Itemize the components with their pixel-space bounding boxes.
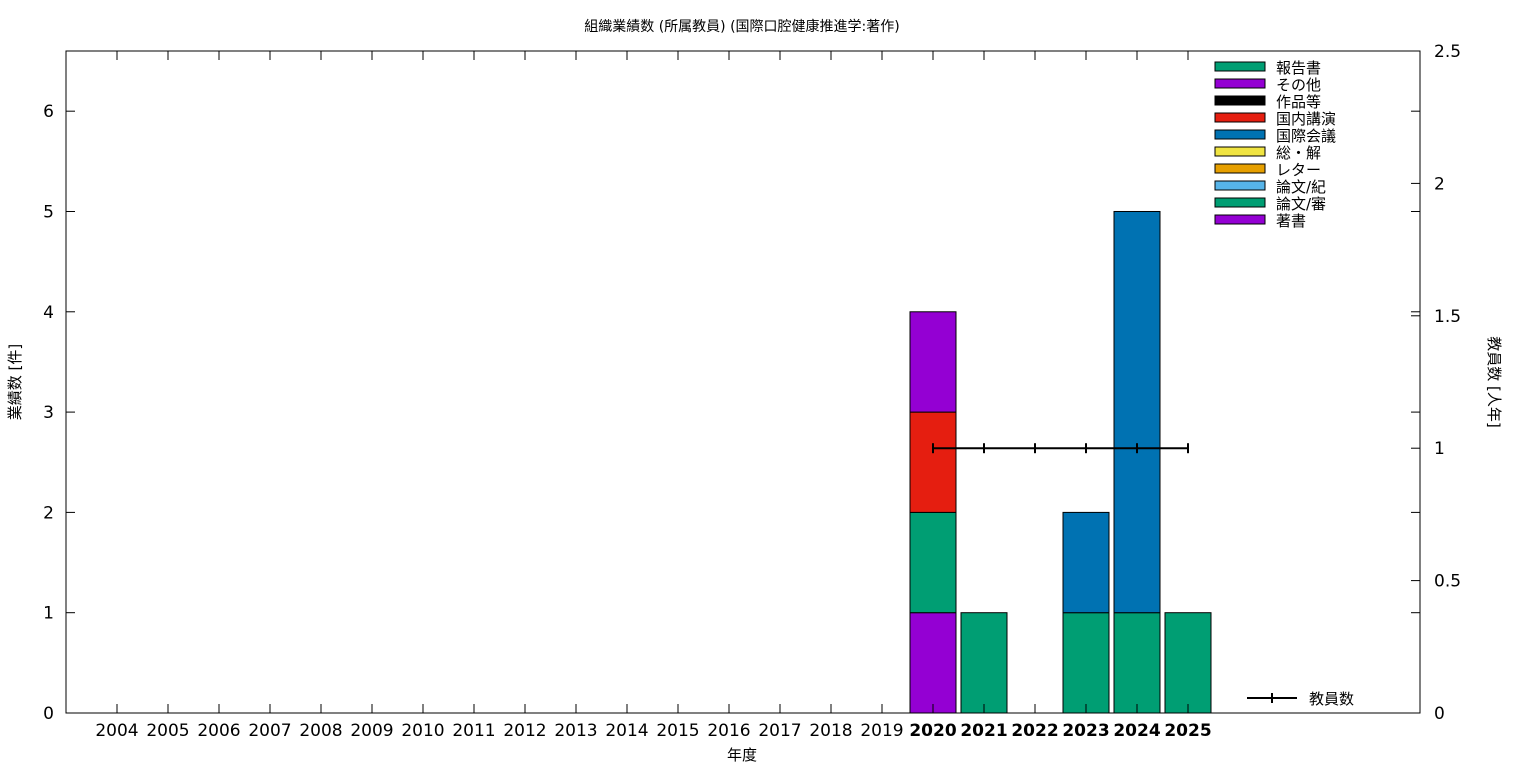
- bar-2024-series-1: [1113, 612, 1161, 714]
- legend-label: 著書: [1276, 212, 1306, 230]
- x-tick-label: 2025: [1164, 721, 1211, 741]
- bar-2020-series-0: [909, 612, 957, 714]
- x-axis-label: 年度: [727, 746, 757, 764]
- bar-2024-series-5: [1113, 210, 1161, 614]
- x-tick-label: 2021: [960, 721, 1007, 741]
- x-tick-label: 2022: [1011, 721, 1058, 741]
- x-tick-label: 2016: [707, 721, 750, 741]
- y-tick-label: 4: [43, 303, 54, 323]
- x-tick-label: 2015: [656, 721, 699, 741]
- legend-label: 国際会議: [1276, 127, 1336, 145]
- bars-layer: [909, 210, 1212, 714]
- ticks-layer: 0 1 2 3 4 5 6 0 0.5 1 1.5 2 2.5 2004 2005 2006 2007 2008 2…: [43, 42, 1461, 741]
- y2-tick-label: 1: [1434, 439, 1445, 459]
- x-tick-label: 2020: [909, 721, 956, 741]
- y-axis-label: 業績数 [件]: [6, 344, 24, 420]
- legend-label: 論文/紀: [1276, 178, 1326, 196]
- legend-swatch: [1214, 78, 1266, 89]
- bar-2025-series-1: [1164, 612, 1212, 714]
- x-tick-label: 2019: [860, 721, 903, 741]
- bar-2020-series-6: [909, 411, 957, 513]
- legend-label: レター: [1276, 161, 1321, 179]
- x-tick-label: 2007: [248, 721, 291, 741]
- x-tick-label: 2018: [809, 721, 852, 741]
- y-tick-label: 2: [43, 503, 54, 523]
- y2-tick-label: 2.5: [1434, 42, 1461, 62]
- bar-2023-series-5: [1062, 511, 1110, 614]
- legend-label: その他: [1276, 76, 1321, 94]
- x-tick-label: 2024: [1113, 721, 1160, 741]
- legend-swatch: [1214, 61, 1266, 72]
- x-tick-label: 2023: [1062, 721, 1109, 741]
- legend-swatch: [1214, 214, 1266, 225]
- x-tick-label: 2009: [350, 721, 393, 741]
- y2-tick-label: 0: [1434, 704, 1445, 724]
- bar-2023-series-1: [1062, 612, 1110, 714]
- x-tick-label: 2010: [401, 721, 444, 741]
- legend-label: 報告書: [1276, 59, 1321, 77]
- bar-2020-series-1: [909, 511, 957, 614]
- legend-swatch: [1214, 95, 1266, 106]
- line-layer: [932, 443, 1189, 454]
- x-tick-label: 2006: [197, 721, 240, 741]
- x-tick-label: 2014: [605, 721, 648, 741]
- y-tick-label: 1: [43, 604, 54, 624]
- x-tick-label: 2004: [95, 721, 138, 741]
- legend-swatch: [1214, 197, 1266, 208]
- y2-axis-label: 教員数 [人年]: [1485, 336, 1503, 427]
- x-tick-label: 2012: [503, 721, 546, 741]
- y-tick-label: 5: [43, 202, 54, 222]
- y-tick-label: 3: [43, 403, 54, 423]
- legend-label: 論文/審: [1276, 195, 1326, 213]
- x-tick-label: 2005: [146, 721, 189, 741]
- legend-swatch: [1214, 129, 1266, 140]
- x-tick-label: 2017: [758, 721, 801, 741]
- bar-2021-series-1: [960, 612, 1008, 714]
- y2-tick-label: 2: [1434, 174, 1445, 194]
- legend-label: 総・解: [1276, 144, 1321, 162]
- y2-tick-label: 0.5: [1434, 572, 1461, 592]
- legend-swatch: [1214, 180, 1266, 191]
- bar-2020-series-8: [909, 311, 957, 413]
- y-tick-label: 6: [43, 102, 54, 122]
- x-tick-label: 2013: [554, 721, 597, 741]
- legend-line-label: 教員数: [1309, 690, 1354, 708]
- chart-title: 組織業績数 (所属教員) (国際口腔健康推進学:著作): [584, 18, 899, 35]
- plot-frame: [65, 50, 1421, 714]
- legend-swatch: [1214, 112, 1266, 123]
- legend-swatch: [1214, 146, 1266, 157]
- x-tick-label: 2011: [452, 721, 495, 741]
- y-tick-label: 0: [43, 704, 54, 724]
- legend-label: 国内講演: [1276, 110, 1336, 128]
- legend-swatch: [1214, 163, 1266, 174]
- legend-label: 作品等: [1276, 93, 1321, 111]
- y2-tick-label: 1.5: [1434, 307, 1461, 327]
- x-tick-label: 2008: [299, 721, 342, 741]
